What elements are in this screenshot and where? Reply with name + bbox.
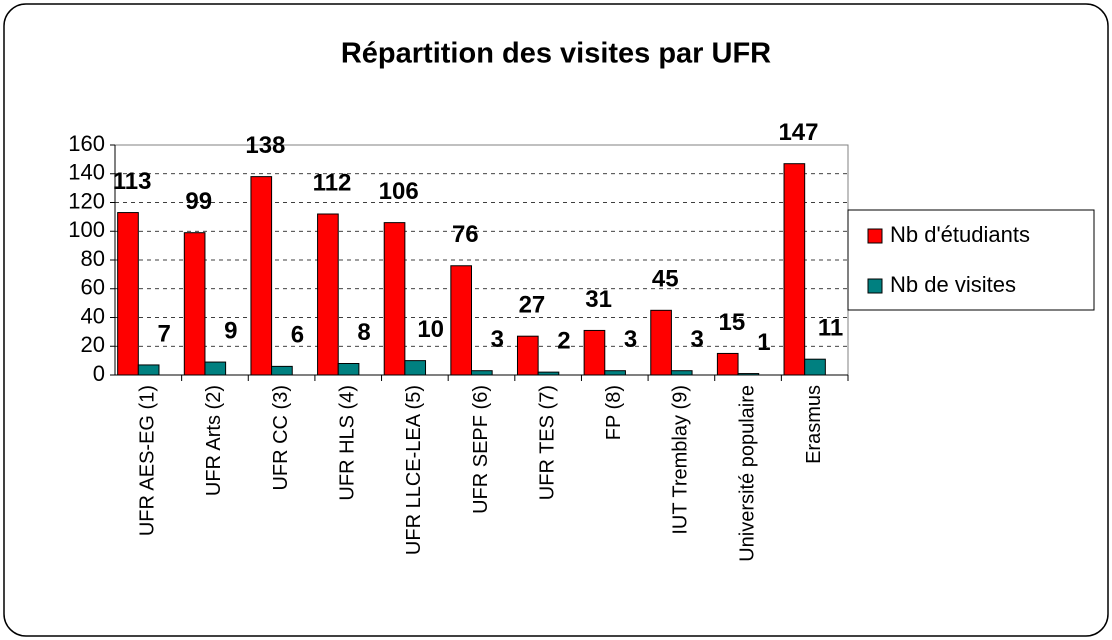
x-tick-label: UFR SEPF (6) [470,385,492,514]
data-label: 106 [379,178,419,205]
data-label: 8 [357,319,370,346]
legend-swatch [867,278,883,294]
y-tick-label: 140 [68,160,105,185]
bar [404,360,427,376]
x-tick-label: Erasmus [803,385,825,464]
y-tick-label: 80 [81,246,105,271]
x-tick-label: UFR AES-EG (1) [137,385,159,536]
y-tick-label: 120 [68,188,105,213]
x-tick-label: UFR HLS (4) [337,385,359,501]
data-label: 2 [557,327,570,354]
bar [450,265,473,376]
bar [117,212,139,376]
y-tick-label: 0 [93,361,105,386]
data-label: 6 [291,322,304,349]
y-tick-label: 40 [81,303,105,328]
bar [516,335,539,376]
data-label: 138 [245,132,285,159]
y-tick-label: 160 [68,131,105,156]
x-tick-label: UFR LLCE-LEA (5) [403,385,425,555]
bar [604,370,626,376]
x-tick-label: FP (8) [603,385,625,440]
data-label: 3 [491,326,504,353]
bar [804,358,826,376]
bar [183,232,206,376]
data-label: 27 [519,292,546,319]
data-label: 1 [757,329,770,356]
bar [783,163,806,376]
x-tick-label: Université populaire [736,385,758,562]
x-tick-label: IUT Tremblay (9) [670,385,692,535]
legend-box [847,209,1095,311]
legend-label: Nb d'étudiants [890,222,1030,247]
data-label: 11 [818,315,843,342]
chart-title: Répartition des visites par UFR [341,38,771,70]
data-label: 10 [417,316,444,343]
x-tick-label: UFR Arts (2) [203,385,225,496]
y-tick-label: 20 [81,332,105,357]
data-label: 31 [585,286,612,313]
bar [337,363,360,376]
bar [204,361,227,376]
legend-label: Nb de visites [890,272,1016,297]
bar [137,364,160,376]
bar [383,222,406,376]
data-label: 99 [185,188,212,215]
bar [583,329,606,376]
y-tick-label: 100 [68,217,105,242]
bar [471,370,493,376]
bar [271,365,293,376]
data-label: 3 [624,326,637,353]
x-tick-label: UFR TES (7) [536,385,558,500]
bar [737,373,760,376]
legend-swatch [867,228,883,244]
bar [716,352,739,376]
data-label: 112 [313,169,352,196]
data-label: 15 [719,309,746,336]
bar [250,176,273,376]
data-label: 7 [157,320,170,347]
bar [317,213,339,376]
bar [650,309,672,376]
data-label: 45 [652,266,679,293]
data-label: 9 [224,317,237,344]
x-tick-label: UFR CC (3) [270,385,292,491]
bar [670,370,693,376]
y-tick-label: 60 [81,275,105,300]
data-label: 76 [452,221,479,248]
bar [537,371,560,376]
data-label: 113 [113,168,152,195]
data-label: 3 [691,326,704,353]
data-label: 147 [778,119,818,146]
